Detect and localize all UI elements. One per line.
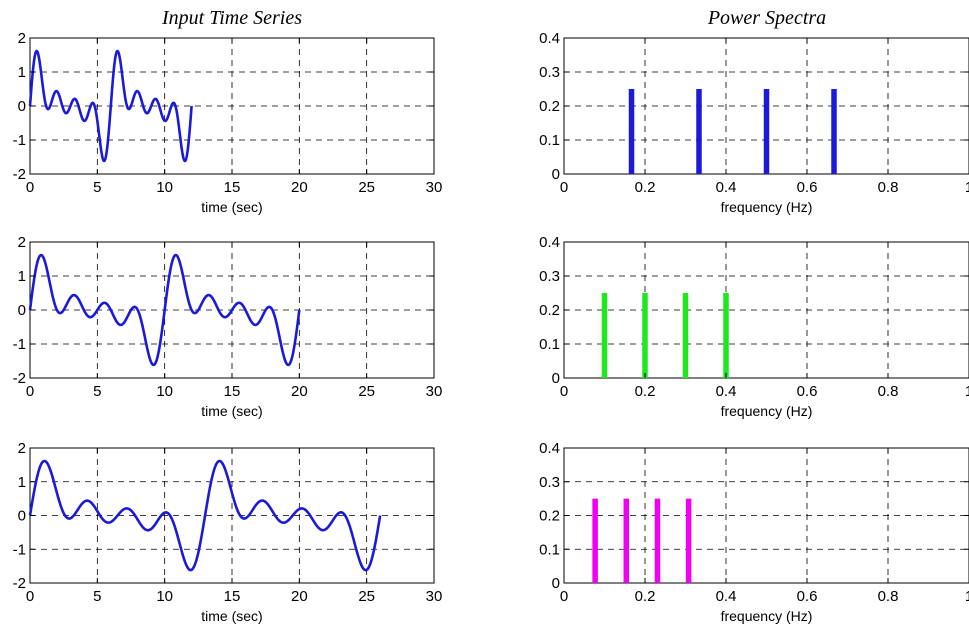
x-tick-label: 10 bbox=[156, 179, 173, 196]
y-tick-label: 0.3 bbox=[539, 64, 560, 81]
y-tick-label: 0.2 bbox=[539, 302, 560, 319]
x-tick-label: 5 bbox=[93, 179, 101, 196]
x-tick-label: 0.2 bbox=[635, 383, 656, 400]
x-tick-label: 0.4 bbox=[716, 588, 737, 605]
y-tick-label: 0.3 bbox=[539, 474, 560, 491]
y-tick-label: 0.1 bbox=[539, 541, 560, 558]
x-tick-label: 15 bbox=[224, 179, 241, 196]
x-tick-label: 10 bbox=[156, 383, 173, 400]
x-tick-label: 0.8 bbox=[878, 588, 899, 605]
x-tick-label: 1 bbox=[965, 383, 969, 400]
y-tick-label: 0 bbox=[552, 575, 560, 592]
x-tick-label: 25 bbox=[358, 383, 375, 400]
x-tick-label: 30 bbox=[426, 588, 443, 605]
x-tick-label: 0.2 bbox=[635, 588, 656, 605]
x-tick-label: 0.2 bbox=[635, 179, 656, 196]
x-tick-label: 0 bbox=[26, 179, 34, 196]
x-tick-label: 25 bbox=[358, 588, 375, 605]
x-tick-label: 15 bbox=[224, 588, 241, 605]
x-tick-label: 25 bbox=[358, 179, 375, 196]
y-tick-label: 0 bbox=[552, 370, 560, 387]
x-tick-label: 20 bbox=[291, 383, 308, 400]
panel-spectrum-2: 0 0.2 0.4 0.6 0.8 1 0 0.1 0.2 0.3 0.4 frequency (Hz… bbox=[539, 234, 969, 419]
panel-time-1: 0 5 10 15 20 25 30 -2 -1 0 1 2 time (sec) bbox=[13, 30, 443, 215]
x-axis-label: frequency (Hz) bbox=[721, 403, 813, 419]
x-tick-label: 5 bbox=[93, 383, 101, 400]
y-tick-label: 0 bbox=[552, 166, 560, 183]
x-tick-label: 15 bbox=[224, 383, 241, 400]
title-power-spectra: Power Spectra bbox=[707, 7, 826, 29]
x-tick-label: 0.8 bbox=[878, 179, 899, 196]
x-axis-label: frequency (Hz) bbox=[721, 608, 813, 624]
x-tick-label: 0.4 bbox=[716, 383, 737, 400]
y-tick-label: 0.2 bbox=[539, 508, 560, 525]
y-tick-label: 2 bbox=[18, 234, 26, 251]
x-axis-label: frequency (Hz) bbox=[721, 199, 813, 215]
y-tick-label: -2 bbox=[13, 370, 26, 387]
panel-time-3: 0 5 10 15 20 25 30 -2 -1 0 1 2 time (sec) bbox=[13, 440, 443, 624]
x-tick-label: 0 bbox=[26, 588, 34, 605]
x-tick-label: 0.6 bbox=[797, 383, 818, 400]
y-tick-label: 0.1 bbox=[539, 336, 560, 353]
y-tick-label: -1 bbox=[13, 541, 26, 558]
x-tick-label: 0.6 bbox=[797, 588, 818, 605]
y-tick-label: 0.4 bbox=[539, 30, 560, 47]
y-tick-label: 0 bbox=[18, 302, 26, 319]
x-axis-label: time (sec) bbox=[201, 403, 262, 419]
y-tick-label: -1 bbox=[13, 336, 26, 353]
y-tick-label: 0.1 bbox=[539, 132, 560, 149]
y-tick-label: 0.2 bbox=[539, 98, 560, 115]
x-axis-label: time (sec) bbox=[201, 608, 262, 624]
panel-spectrum-1: 0 0.2 0.4 0.6 0.8 1 0 0.1 0.2 0.3 0.4 frequency (Hz… bbox=[539, 30, 969, 215]
time-series-line bbox=[28, 49, 193, 163]
panel-time-2: 0 5 10 15 20 25 30 -2 -1 0 1 2 time (sec) bbox=[13, 234, 443, 419]
y-tick-label: 0.4 bbox=[539, 234, 560, 251]
x-tick-label: 1 bbox=[965, 179, 969, 196]
y-tick-label: 2 bbox=[18, 30, 26, 47]
x-tick-label: 30 bbox=[426, 179, 443, 196]
x-tick-label: 0.6 bbox=[797, 179, 818, 196]
y-tick-label: 2 bbox=[18, 440, 26, 457]
y-tick-label: 0.3 bbox=[539, 268, 560, 285]
y-tick-label: 1 bbox=[18, 64, 26, 81]
x-tick-label: 20 bbox=[291, 588, 308, 605]
x-tick-label: 20 bbox=[291, 179, 308, 196]
x-tick-label: 0.4 bbox=[716, 179, 737, 196]
x-tick-label: 5 bbox=[93, 588, 101, 605]
y-tick-label: 0.4 bbox=[539, 440, 560, 457]
y-tick-label: -1 bbox=[13, 132, 26, 149]
x-tick-label: 10 bbox=[156, 588, 173, 605]
y-tick-label: 0 bbox=[18, 508, 26, 525]
x-tick-label: 30 bbox=[426, 383, 443, 400]
x-axis-label: time (sec) bbox=[201, 199, 262, 215]
x-tick-label: 0 bbox=[26, 383, 34, 400]
x-tick-label: 1 bbox=[965, 588, 969, 605]
time-series-line bbox=[28, 253, 301, 367]
y-tick-label: 0 bbox=[18, 98, 26, 115]
time-series-line bbox=[28, 459, 382, 572]
y-tick-label: -2 bbox=[13, 575, 26, 592]
x-tick-label: 0 bbox=[560, 179, 568, 196]
x-tick-label: 0.8 bbox=[878, 383, 899, 400]
x-tick-label: 0 bbox=[560, 383, 568, 400]
title-input-time-series: Input Time Series bbox=[161, 7, 302, 29]
x-tick-label: 0 bbox=[560, 588, 568, 605]
y-tick-label: 1 bbox=[18, 474, 26, 491]
y-tick-label: -2 bbox=[13, 166, 26, 183]
panel-spectrum-3: 0 0.2 0.4 0.6 0.8 1 0 0.1 0.2 0.3 0.4 frequency (Hz… bbox=[539, 440, 969, 624]
y-tick-label: 1 bbox=[18, 268, 26, 285]
